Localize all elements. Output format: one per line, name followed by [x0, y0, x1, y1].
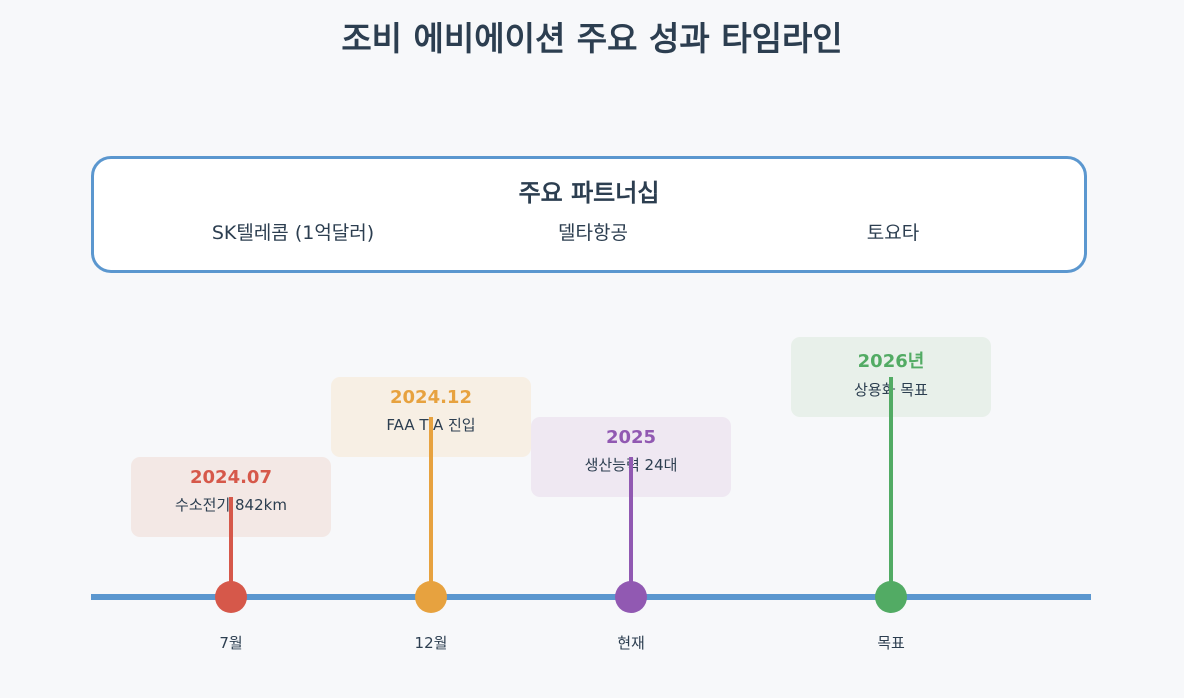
- milestone-date: 2024.07: [190, 467, 272, 488]
- milestone-marker: [875, 581, 907, 613]
- milestone-date: 2026년: [857, 351, 925, 372]
- milestone-stem: [429, 417, 433, 597]
- milestone-stem: [629, 457, 633, 597]
- milestone-label: 12월: [414, 634, 448, 652]
- milestone-stem: [229, 497, 233, 597]
- milestone-label: 현재: [617, 634, 645, 652]
- milestone-marker: [415, 581, 447, 613]
- milestone-date: 2025: [605, 427, 657, 448]
- partner-toyota: 토요타: [866, 222, 920, 244]
- milestone-marker: [615, 581, 647, 613]
- milestone-stem: [889, 377, 893, 597]
- page-title: 조비 에비에이션 주요 성과 타임라인: [341, 19, 843, 58]
- partnership-title: 주요 파트너십: [518, 179, 660, 207]
- partner-delta: 델타항공: [558, 222, 628, 244]
- milestone-label: 목표: [877, 634, 905, 652]
- milestone-label: 7월: [219, 634, 243, 652]
- partnership-box: 주요 파트너십 SK텔레콤 (1억달러) 델타항공 토요타: [91, 156, 1087, 273]
- timeline-axis: [91, 594, 1091, 600]
- partner-sk-telecom: SK텔레콤 (1억달러): [211, 222, 375, 244]
- milestone-marker: [215, 581, 247, 613]
- milestone-date: 2024.12: [390, 387, 472, 408]
